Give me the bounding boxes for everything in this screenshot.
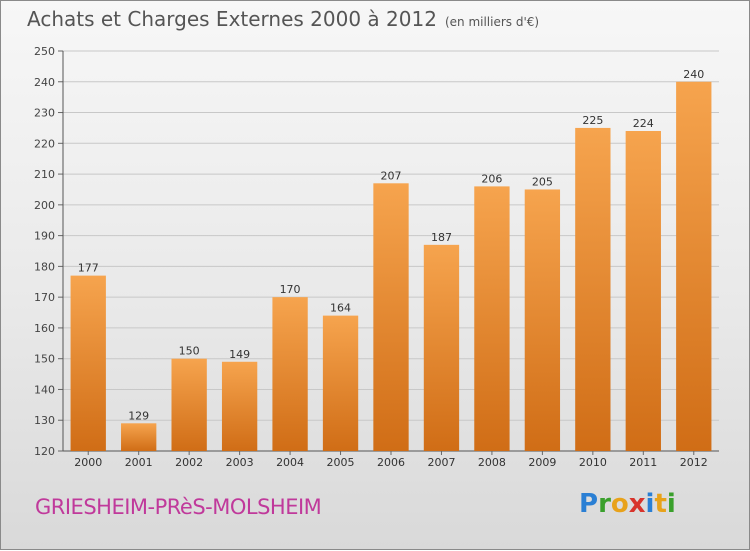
bar-2012	[676, 81, 712, 452]
y-tick-label: 170	[34, 291, 55, 304]
proxiti-logo: Proxiti	[579, 489, 676, 519]
x-tick-label: 2005	[327, 456, 355, 469]
bar-2007	[423, 244, 460, 451]
data-label: 187	[431, 231, 452, 244]
x-tick-label: 2001	[125, 456, 153, 469]
bar-2000	[70, 275, 106, 451]
data-label: 224	[633, 117, 654, 130]
chart-title-text: Achats et Charges Externes 2000 à 2012	[27, 7, 437, 31]
y-tick-label: 200	[34, 199, 55, 212]
bars	[70, 81, 712, 452]
data-label: 205	[532, 175, 553, 188]
data-label: 225	[582, 114, 603, 127]
y-tick-label: 160	[34, 322, 55, 335]
data-label: 206	[481, 172, 502, 185]
logo-letter: x	[628, 489, 646, 519]
data-label: 149	[229, 348, 250, 361]
data-label: 240	[683, 68, 704, 81]
logo-letter: o	[610, 489, 629, 519]
y-tick-label: 130	[34, 414, 55, 427]
y-tick-label: 240	[34, 76, 55, 89]
y-tick-label: 140	[34, 383, 55, 396]
x-tick-label: 2011	[629, 456, 657, 469]
bar-2002	[171, 358, 207, 451]
logo-letter: r	[598, 489, 611, 519]
x-tick-label: 2012	[680, 456, 708, 469]
logo-letter: P	[579, 489, 599, 519]
data-label: 150	[179, 345, 200, 358]
data-labels: 177 129 150 149 170 164 207 187 206 205 225 224 240	[78, 68, 705, 423]
y-tick-label: 210	[34, 168, 55, 181]
chart-title: Achats et Charges Externes 2000 à 2012 (e…	[27, 7, 539, 31]
x-tick-label: 2010	[579, 456, 607, 469]
x-tick-label: 2002	[175, 456, 203, 469]
bar-2008	[474, 186, 510, 451]
logo-letter: i	[666, 489, 676, 519]
y-tick-label: 120	[34, 445, 55, 458]
bar-2011	[625, 131, 661, 451]
data-label: 170	[280, 283, 301, 296]
axes: 120 130 140 150 160 170 180 190 200 210 220 230 240 2…	[34, 45, 719, 469]
bar-2006	[373, 183, 409, 452]
bar-2001	[121, 423, 157, 451]
x-tick-label: 2007	[427, 456, 455, 469]
bar-2004	[272, 297, 308, 451]
y-tick-label: 190	[34, 230, 55, 243]
x-tick-label: 2006	[377, 456, 405, 469]
bar-2010	[575, 127, 611, 451]
y-tick-label: 250	[34, 45, 55, 58]
data-label: 207	[381, 169, 402, 182]
data-label: 129	[128, 409, 149, 422]
y-tick-label: 230	[34, 107, 55, 120]
y-tick-label: 180	[34, 260, 55, 273]
x-tick-label: 2009	[528, 456, 556, 469]
y-tick-label: 220	[34, 137, 55, 150]
logo-letter: i	[645, 489, 655, 519]
x-tick-label: 2000	[74, 456, 102, 469]
y-tick-label: 150	[34, 353, 55, 366]
chart-unit: (en milliers d'€)	[444, 15, 540, 29]
x-tick-label: 2008	[478, 456, 506, 469]
bar-2003	[221, 361, 258, 451]
bar-2005	[322, 315, 359, 451]
bar-2009	[524, 189, 561, 451]
logo-letter: t	[654, 489, 667, 519]
x-tick-label: 2004	[276, 456, 304, 469]
x-tick-label: 2003	[226, 456, 254, 469]
data-label: 164	[330, 302, 351, 315]
data-label: 177	[78, 262, 99, 275]
place-name: GRIESHEIM-PRèS-MOLSHEIM	[35, 495, 322, 519]
